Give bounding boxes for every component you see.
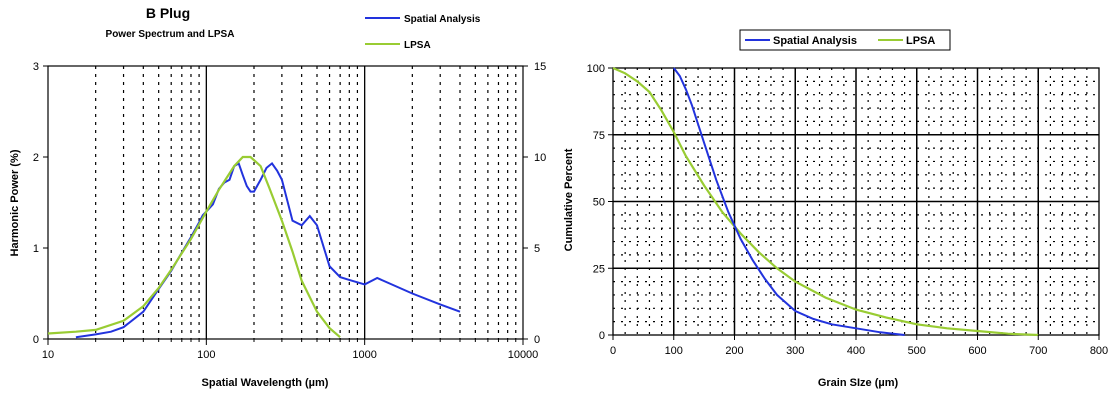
y-tick-label: 3: [33, 61, 39, 73]
series-line-spatial-analysis-right: [672, 67, 905, 336]
y-axis-label-right: Cumulative Percent: [563, 148, 575, 251]
plot-frame: [47, 65, 524, 340]
chart-title: B Plug: [146, 5, 190, 21]
x-tick-label-right: 300: [786, 345, 804, 357]
series-line-spatial-analysis: [75, 161, 461, 339]
y-tick-label-right: 0: [599, 330, 605, 342]
x-tick-label: 10000: [508, 349, 539, 361]
series-line-lpsa: [47, 155, 341, 339]
x-axis-label-right: Grain SIze (µm): [818, 377, 899, 389]
ticks-right: 0 100 200 300 400 500 600 700 800 0 25 50 75 100: [587, 63, 1109, 357]
series-left: [47, 155, 461, 339]
x-tick-label: 100: [197, 349, 215, 361]
y-tick-label-right: 25: [593, 263, 605, 275]
x-tick-label-right: 600: [968, 345, 986, 357]
y-axis-label-left: Harmonic Power (%): [9, 149, 21, 256]
y-tick-label-right: 50: [593, 197, 605, 209]
legend-left: Spatial Analysis LPSA: [365, 14, 481, 51]
y-tick-label: 0: [33, 334, 39, 346]
y-tick-label-right: 100: [587, 63, 605, 75]
x-tick-label-right: 500: [908, 345, 926, 357]
chart-subtitle: Power Spectrum and LPSA: [106, 29, 235, 40]
x-tick-label-right: 700: [1029, 345, 1047, 357]
y-tick-label-right: 75: [593, 130, 605, 142]
x-tick-label: 10: [42, 349, 54, 361]
x-tick-label-right: 200: [725, 345, 743, 357]
ticks-left: 10 100 1000 10000 0 1 2 3 0 5 10 15: [33, 61, 546, 361]
grid-left: [95, 66, 517, 339]
y2-tick-label: 15: [534, 61, 546, 73]
series-right: [612, 66, 1039, 337]
legend-label-lpsa: LPSA: [404, 40, 431, 51]
x-tick-label-right: 100: [665, 345, 683, 357]
x-tick-label-right: 800: [1090, 345, 1108, 357]
grid-right: [613, 68, 1099, 335]
cumulative-chart: Spatial Analysis LPSA 0 100 200 300 400 500 60…: [563, 29, 1109, 389]
x-axis-label-left: Spatial Wavelength (µm): [202, 377, 329, 389]
legend-right: Spatial Analysis LPSA: [739, 29, 951, 51]
x-tick-label-right: 400: [847, 345, 865, 357]
series-line-lpsa-right: [612, 66, 1039, 337]
y-tick-label: 1: [33, 243, 39, 255]
legend-label-spatial: Spatial Analysis: [404, 14, 481, 25]
x-tick-label-right: 0: [610, 345, 616, 357]
y2-tick-label: 0: [534, 334, 540, 346]
axes-left: [47, 65, 524, 340]
y-tick-label: 2: [33, 152, 39, 164]
power-spectrum-chart: B Plug Power Spectrum and LPSA Spatial A…: [9, 5, 546, 389]
y2-tick-label: 5: [534, 243, 540, 255]
x-tick-label: 1000: [352, 349, 376, 361]
legend-label-lpsa-right: LPSA: [906, 35, 935, 47]
y2-tick-label: 10: [534, 152, 546, 164]
legend-label-spatial-right: Spatial Analysis: [773, 35, 857, 47]
legend-box: [739, 29, 951, 51]
